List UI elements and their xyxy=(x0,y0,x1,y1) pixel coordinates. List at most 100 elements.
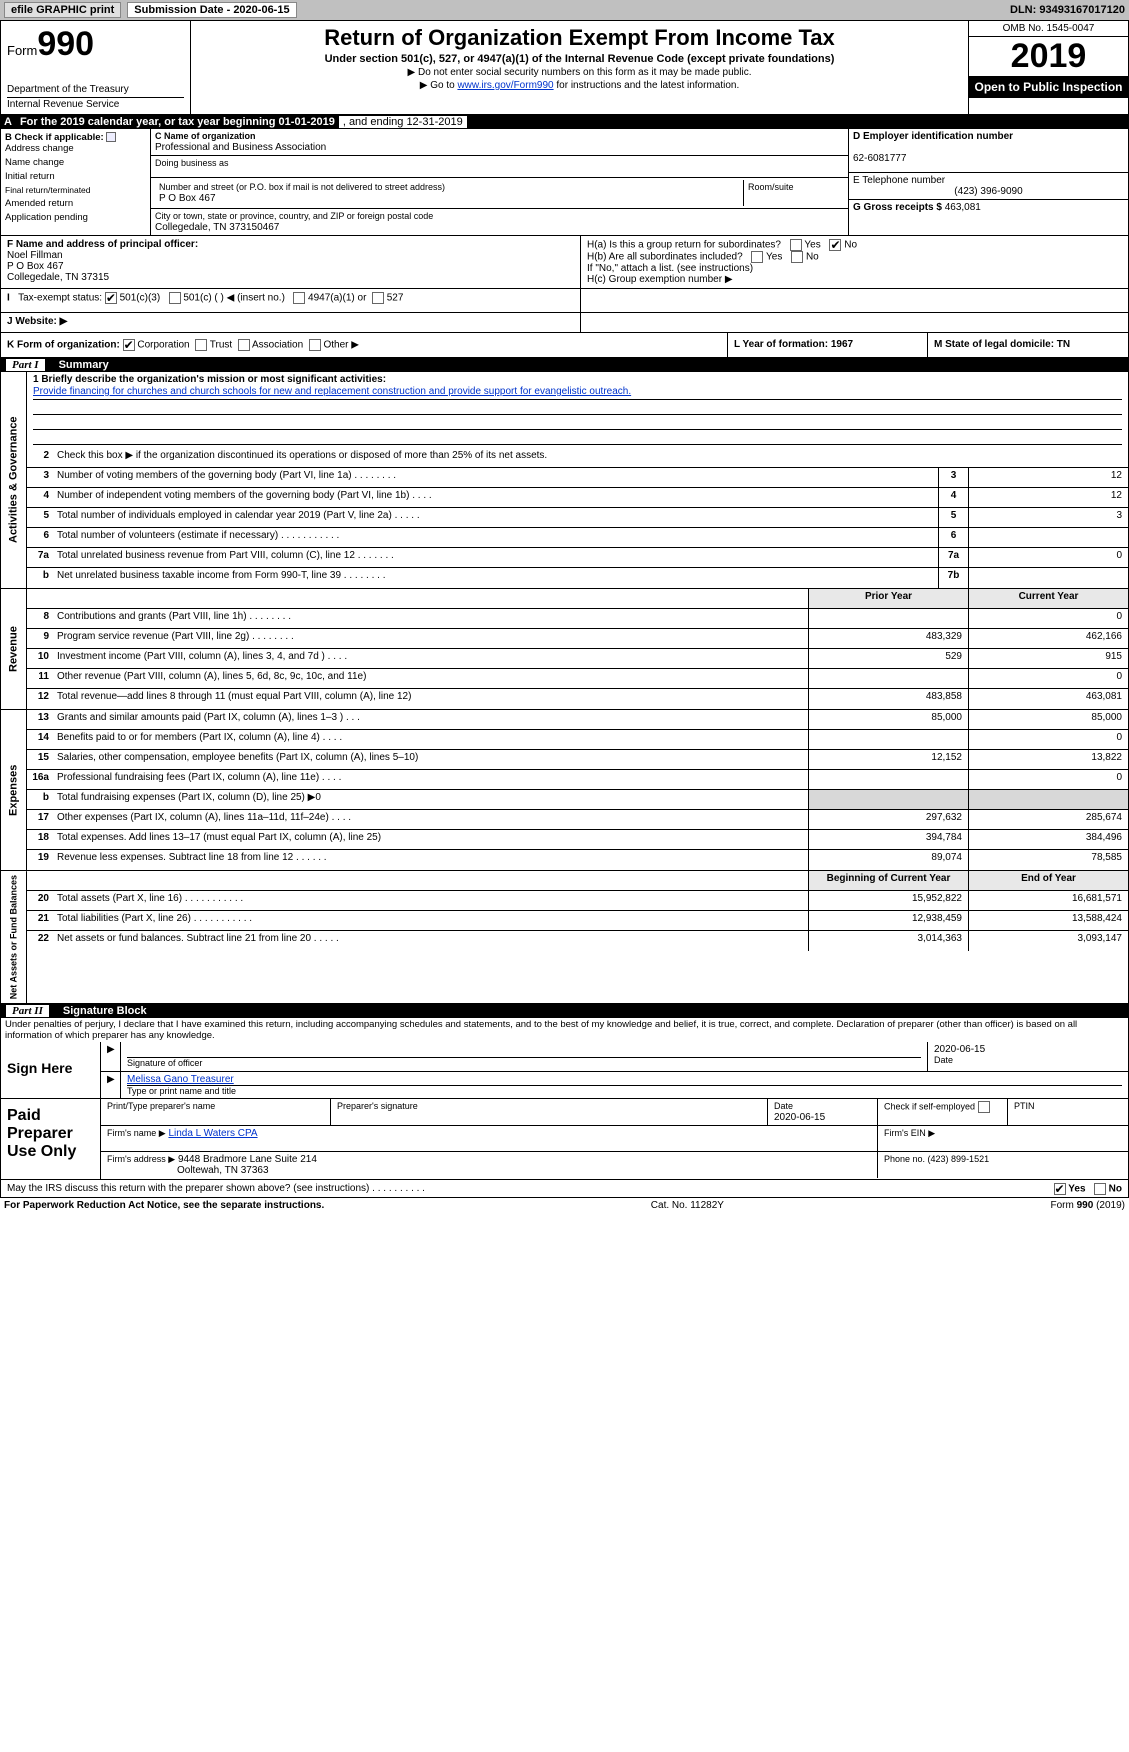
c-city-cell: City or town, state or province, country… xyxy=(151,209,848,235)
vtab-revenue: Revenue xyxy=(1,589,27,709)
sign-here-label: Sign Here xyxy=(1,1042,101,1098)
open-to-public: Open to Public Inspection xyxy=(969,76,1128,98)
may-discuss-row: May the IRS discuss this return with the… xyxy=(0,1180,1129,1198)
col-headers: Prior Year Current Year xyxy=(27,589,1128,609)
table-row: 21Total liabilities (Part X, line 26) . … xyxy=(27,911,1128,931)
dln-label: DLN: 93493167017120 xyxy=(1010,4,1125,16)
part1-header: Part I Summary xyxy=(0,358,1129,372)
part1-title: Summary xyxy=(59,359,109,371)
table-row: 19Revenue less expenses. Subtract line 1… xyxy=(27,850,1128,870)
checkbox-icon[interactable] xyxy=(372,292,384,304)
table-row: bNet unrelated business taxable income f… xyxy=(27,568,1128,588)
checkbox-icon[interactable] xyxy=(238,339,250,351)
b-application-pending: Application pending xyxy=(5,212,146,223)
i-right-spacer xyxy=(581,289,1128,312)
checkbox-icon[interactable] xyxy=(978,1101,990,1113)
h-b2: If "No," attach a list. (see instruction… xyxy=(587,263,1122,274)
summary-governance: Activities & Governance 1 Briefly descri… xyxy=(0,372,1129,589)
part1-tag: Part I xyxy=(6,359,45,371)
form-subtitle: Under section 501(c), 527, or 4947(a)(1)… xyxy=(197,53,962,65)
table-row: 7aTotal unrelated business revenue from … xyxy=(27,548,1128,568)
paid-preparer-label: Paid Preparer Use Only xyxy=(1,1099,101,1179)
irs-link[interactable]: www.irs.gov/Form990 xyxy=(457,80,553,91)
h-b: H(b) Are all subordinates included? Yes … xyxy=(587,251,1122,263)
table-row: 6Total number of volunteers (estimate if… xyxy=(27,528,1128,548)
arrow-icon: ▶ xyxy=(101,1042,121,1071)
form-note1: ▶ Do not enter social security numbers o… xyxy=(197,67,962,78)
vtab-netassets: Net Assets or Fund Balances xyxy=(1,871,27,1003)
b-initial-return: Initial return xyxy=(5,171,146,182)
checkbox-icon[interactable] xyxy=(1094,1183,1106,1195)
checkbox-icon[interactable] xyxy=(791,251,803,263)
tax-year: 2019 xyxy=(969,37,1128,76)
checkbox-icon[interactable] xyxy=(790,239,802,251)
efile-graphic-label: efile GRAPHIC print xyxy=(4,2,121,18)
foot-right: Form 990 (2019) xyxy=(1051,1200,1125,1211)
row-a-ending: , and ending 12-31-2019 xyxy=(339,116,467,128)
part2-tag: Part II xyxy=(6,1005,49,1017)
form-number: 990 xyxy=(37,25,94,63)
g-receipts-cell: G Gross receipts $ 463,081 xyxy=(849,200,1128,222)
foot-left: For Paperwork Reduction Act Notice, see … xyxy=(4,1200,324,1211)
submission-date-label: Submission Date - 2020-06-15 xyxy=(127,2,296,18)
col-b: B Check if applicable: Address change Na… xyxy=(1,129,151,235)
header-left: Form990 Department of the Treasury Inter… xyxy=(1,21,191,114)
summary-revenue: Revenue Prior Year Current Year 8Contrib… xyxy=(0,589,1129,710)
org-address: P O Box 467 xyxy=(159,193,216,204)
sign-here-section: Sign Here ▶ Signature of officer 2020-06… xyxy=(0,1042,1129,1099)
summary-netassets: Net Assets or Fund Balances Beginning of… xyxy=(0,871,1129,1004)
table-row: 13Grants and similar amounts paid (Part … xyxy=(27,710,1128,730)
blank-line xyxy=(33,431,1122,445)
table-row: 15Salaries, other compensation, employee… xyxy=(27,750,1128,770)
omb-number: OMB No. 1545-0047 xyxy=(969,21,1128,37)
checkbox-icon[interactable] xyxy=(195,339,207,351)
gov-body: 1 Briefly describe the organization's mi… xyxy=(27,372,1128,588)
checkbox-checked-icon[interactable] xyxy=(123,339,135,351)
checkbox-checked-icon[interactable] xyxy=(105,292,117,304)
table-row: 11Other revenue (Part VIII, column (A), … xyxy=(27,669,1128,689)
d-ein-cell: D Employer identification number 62-6081… xyxy=(849,129,1128,173)
table-row: 3Number of voting members of the governi… xyxy=(27,468,1128,488)
form-header: Form990 Department of the Treasury Inter… xyxy=(0,20,1129,115)
checkbox-icon[interactable] xyxy=(751,251,763,263)
h-a: H(a) Is this a group return for subordin… xyxy=(587,239,1122,251)
row-fh: F Name and address of principal officer:… xyxy=(0,236,1129,289)
firm-name: Linda L Waters CPA xyxy=(168,1128,257,1139)
checkbox-icon[interactable] xyxy=(106,132,116,142)
perjury-text: Under penalties of perjury, I declare th… xyxy=(0,1018,1129,1042)
b-address-change: Address change xyxy=(5,143,146,154)
m-state: M State of legal domicile: TN xyxy=(928,333,1128,357)
na-body: Beginning of Current Year End of Year 20… xyxy=(27,871,1128,1003)
c-name-cell: C Name of organization Professional and … xyxy=(151,129,848,156)
e-phone-cell: E Telephone number (423) 396-9090 xyxy=(849,173,1128,200)
arrow-icon: ▶ xyxy=(101,1072,121,1098)
efile-topbar: efile GRAPHIC print Submission Date - 20… xyxy=(0,0,1129,20)
table-row: 16aProfessional fundraising fees (Part I… xyxy=(27,770,1128,790)
checkbox-icon[interactable] xyxy=(293,292,305,304)
checkbox-icon[interactable] xyxy=(309,339,321,351)
gov-line2: 2 Check this box ▶ if the organization d… xyxy=(27,448,1128,468)
col-d: D Employer identification number 62-6081… xyxy=(848,129,1128,235)
c-dba-cell: Doing business as xyxy=(151,156,848,178)
sig-officer-label: Signature of officer xyxy=(127,1058,202,1068)
table-row: 10Investment income (Part VIII, column (… xyxy=(27,649,1128,669)
table-row: 8Contributions and grants (Part VIII, li… xyxy=(27,609,1128,629)
b-amended-return: Amended return xyxy=(5,198,146,209)
row-j: J Website: ▶ xyxy=(0,313,1129,333)
row-klm: K Form of organization: Corporation Trus… xyxy=(0,333,1129,358)
checkbox-icon[interactable] xyxy=(169,292,181,304)
rev-body: Prior Year Current Year 8Contributions a… xyxy=(27,589,1128,709)
vtab-governance: Activities & Governance xyxy=(1,372,27,588)
checkbox-checked-icon[interactable] xyxy=(829,239,841,251)
form-title: Return of Organization Exempt From Incom… xyxy=(197,25,962,51)
checkbox-checked-icon[interactable] xyxy=(1054,1183,1066,1195)
page-footer: For Paperwork Reduction Act Notice, see … xyxy=(0,1198,1129,1213)
ein-value: 62-6081777 xyxy=(853,153,906,164)
mission-text: Provide financing for churches and churc… xyxy=(33,386,1122,400)
officer-name: Melissa Gano Treasurer xyxy=(127,1074,234,1085)
paid-preparer-section: Paid Preparer Use Only Print/Type prepar… xyxy=(0,1099,1129,1180)
table-row: 12Total revenue—add lines 8 through 11 (… xyxy=(27,689,1128,709)
gov-line1: 1 Briefly describe the organization's mi… xyxy=(27,372,1128,448)
header-right: OMB No. 1545-0047 2019 Open to Public In… xyxy=(968,21,1128,114)
firm-address: 9448 Bradmore Lane Suite 214 xyxy=(178,1154,317,1165)
